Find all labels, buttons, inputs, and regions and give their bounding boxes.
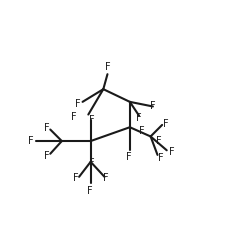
Text: F: F	[158, 153, 163, 163]
Text: F: F	[149, 101, 155, 111]
Text: F: F	[155, 136, 161, 146]
Text: F: F	[168, 147, 173, 157]
Text: F: F	[73, 173, 78, 183]
Text: F: F	[89, 158, 94, 168]
Text: F: F	[139, 126, 144, 136]
Text: F: F	[104, 62, 110, 72]
Text: F: F	[102, 173, 108, 183]
Text: F: F	[70, 112, 76, 122]
Text: F: F	[125, 152, 131, 162]
Text: F: F	[87, 186, 93, 196]
Text: F: F	[43, 123, 49, 133]
Text: F: F	[43, 151, 49, 161]
Text: F: F	[75, 99, 80, 109]
Text: F: F	[163, 119, 168, 129]
Text: F: F	[89, 115, 94, 125]
Text: F: F	[28, 136, 33, 146]
Text: F: F	[136, 113, 141, 123]
